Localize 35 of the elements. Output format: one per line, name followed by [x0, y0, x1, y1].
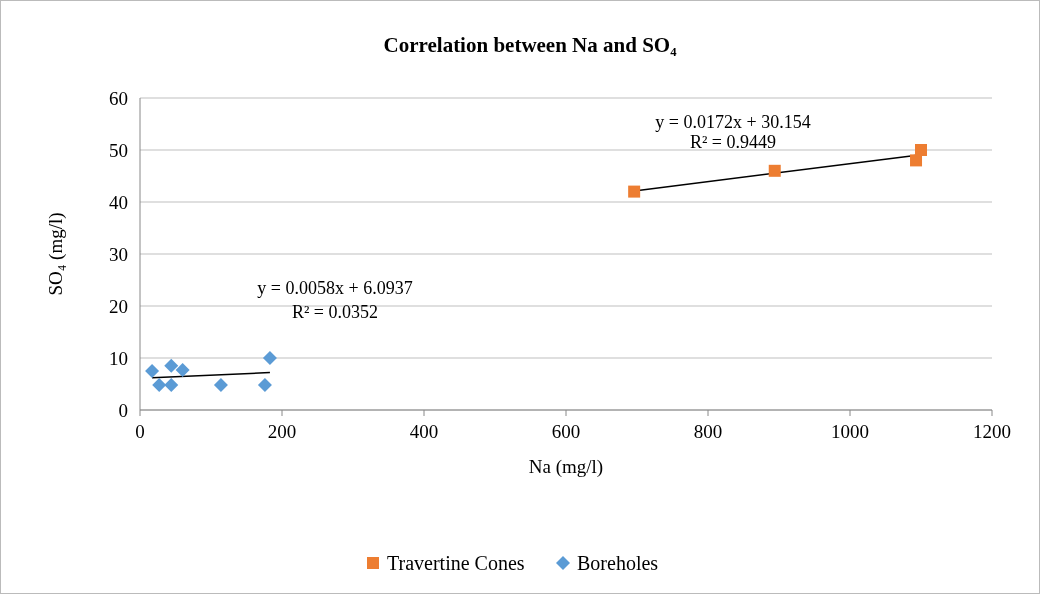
point [164, 358, 179, 373]
point [768, 164, 781, 177]
annotation: y = 0.0058x + 6.0937 [257, 278, 413, 298]
point [910, 154, 923, 167]
point [175, 362, 190, 377]
legend-label: Travertine Cones [387, 552, 525, 574]
y-tick-label: 40 [109, 192, 128, 213]
chart-title: Correlation between Na and SO₄ [383, 33, 678, 57]
x-axis-title: Na (mg/l) [528, 456, 604, 478]
y-tick-label: 0 [118, 400, 128, 421]
annotation: R² = 0.0352 [291, 302, 379, 322]
y-tick-label: 20 [109, 296, 128, 317]
y-tick-label: 60 [109, 88, 128, 109]
x-tick-label: 600 [551, 421, 581, 442]
legend-label: Boreholes [577, 552, 659, 574]
x-tick-label: 800 [693, 421, 723, 442]
x-tick-label: 200 [267, 421, 297, 442]
point [152, 378, 167, 393]
x-tick-label: 1000 [831, 421, 869, 442]
point [628, 185, 641, 198]
x-tick-label: 400 [409, 421, 439, 442]
x-tick-label: 0 [135, 421, 145, 442]
point [262, 351, 277, 365]
y-tick-label: 30 [109, 244, 128, 265]
annotation: R² = 0.9449 [689, 132, 777, 152]
point [213, 378, 228, 393]
point [915, 144, 927, 156]
annotation: y = 0.0172x + 30.154 [655, 112, 811, 132]
y-axis-title: SO₄ (mg/l) [45, 212, 67, 296]
point [164, 378, 179, 393]
point [257, 378, 272, 393]
y-tick-label: 50 [109, 140, 128, 161]
point [145, 364, 160, 378]
x-tick-label: 1200 [973, 421, 1011, 442]
y-tick-label: 10 [109, 348, 128, 369]
